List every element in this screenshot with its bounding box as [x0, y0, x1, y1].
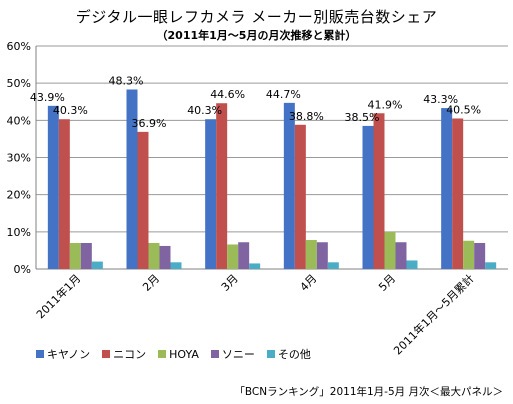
bar	[305, 240, 317, 269]
bar	[159, 245, 171, 269]
bar	[137, 131, 149, 269]
y-tick-label: 50%	[7, 77, 31, 90]
x-tick-label: 2011年1月～5月累計	[391, 271, 477, 357]
x-tick-label: 2月	[140, 272, 162, 294]
bar	[395, 242, 407, 269]
y-tick-label: 10%	[7, 226, 31, 239]
y-tick-label: 40%	[7, 114, 31, 127]
bar	[485, 262, 497, 269]
bar	[91, 261, 103, 269]
data-label: 40.3%	[187, 104, 222, 117]
bar	[316, 242, 328, 269]
bar	[283, 102, 295, 270]
legend-label-canon: キヤノン	[47, 348, 91, 361]
data-label: 43.3%	[423, 93, 458, 106]
bar	[384, 231, 396, 269]
legend-swatch-hoya	[158, 350, 167, 358]
data-label: 43.9%	[30, 91, 65, 104]
legend: キヤノン ニコン HOYA ソニー その他	[36, 346, 311, 362]
legend-label-sony: ソニー	[221, 348, 255, 361]
bar	[47, 105, 59, 269]
bar	[148, 242, 160, 269]
bar	[463, 240, 475, 269]
bar	[205, 119, 217, 270]
y-tick-label: 20%	[7, 189, 31, 202]
bar	[69, 242, 81, 269]
x-tick-label: 4月	[298, 272, 320, 294]
data-label: 40.5%	[446, 103, 481, 116]
bar	[249, 263, 261, 269]
x-tick-label: 3月	[219, 272, 241, 294]
bar	[452, 118, 464, 269]
bar	[238, 242, 250, 269]
bar	[327, 262, 339, 269]
y-tick-label: 0%	[14, 263, 31, 276]
bar	[373, 113, 385, 269]
bar	[474, 242, 486, 269]
legend-label-others: その他	[277, 348, 311, 361]
bar	[441, 108, 453, 270]
bar	[126, 89, 138, 269]
bar	[170, 262, 182, 269]
x-tick-label: 5月	[376, 272, 398, 294]
legend-item-canon: キヤノン	[36, 346, 90, 362]
data-label: 48.3%	[109, 74, 144, 87]
legend-swatch-canon	[36, 350, 44, 358]
chart-title: デジタル一眼レフカメラ メーカー別販売台数シェア	[75, 8, 438, 26]
source-note: 「BCNランキング」2011年1月-5月 月次＜最大パネル＞	[234, 386, 503, 398]
x-tick-label: 2011年1月	[33, 271, 83, 321]
y-tick-label: 30%	[7, 152, 31, 165]
legend-item-nikon: ニコン	[102, 346, 146, 362]
data-label: 38.5%	[345, 111, 380, 124]
bar	[80, 242, 92, 269]
legend-swatch-nikon	[102, 350, 111, 358]
bar	[362, 125, 374, 270]
data-label: 38.8%	[289, 110, 324, 123]
legend-item-sony: ソニー	[210, 346, 255, 362]
bar	[406, 260, 418, 269]
data-label: 36.9%	[132, 117, 167, 130]
legend-label-hoya: HOYA	[169, 347, 199, 361]
data-label: 44.6%	[210, 88, 245, 101]
legend-swatch-others	[266, 350, 275, 358]
y-tick-label: 60%	[7, 40, 31, 53]
bar	[58, 119, 70, 270]
data-label: 40.3%	[53, 104, 88, 117]
legend-item-others: その他	[266, 346, 311, 362]
chart-subtitle: （2011年1月～5月の月次推移と累計）	[156, 29, 357, 42]
bar	[227, 244, 239, 269]
legend-swatch-sony	[210, 350, 219, 358]
data-label: 41.9%	[368, 98, 403, 111]
legend-item-hoya: HOYA	[158, 348, 199, 361]
data-label: 44.7%	[266, 88, 301, 101]
bar	[294, 124, 306, 269]
legend-label-nikon: ニコン	[113, 348, 147, 361]
bar	[216, 103, 228, 269]
